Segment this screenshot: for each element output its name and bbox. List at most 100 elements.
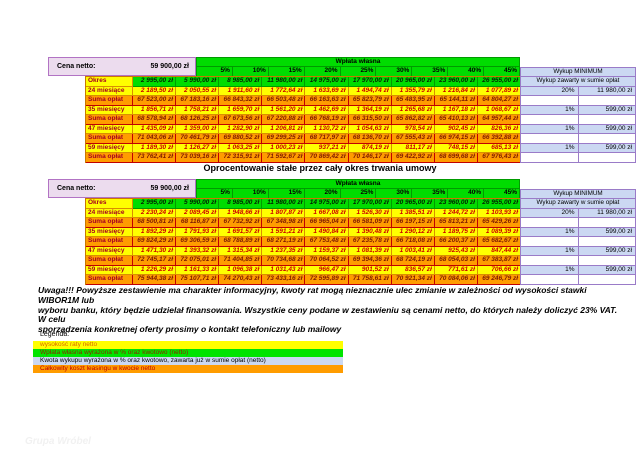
value-cell: 1 393,32 zł [176, 246, 220, 256]
table-row: Suma opłat 68 500,81 zł 68 116,87 zł 67 732… [86, 218, 522, 228]
value-cell: 20 965,00 zł [391, 199, 435, 209]
value-cell: 8 985,00 zł [219, 199, 263, 209]
value-cell: 72 745,17 zł [132, 256, 177, 266]
table-row: Suma opłat 68 578,94 zł 68 126,25 zł 67 673… [86, 115, 522, 125]
percent-header-cell: 40% [448, 66, 485, 77]
value-cell: 1 364,19 zł [348, 105, 392, 115]
value-cell: 68 578,94 zł [132, 115, 177, 125]
value-cell: 65 813,21 zł [434, 218, 478, 228]
value-cell: 65 682,67 zł [477, 237, 522, 247]
value-cell: 2 230,24 zł [132, 208, 177, 218]
cena-netto-value: 59 900,00 zł [150, 185, 189, 192]
row-label: Okres [86, 77, 133, 87]
value-cell: 66 718,08 zł [391, 237, 435, 247]
value-cell: 1 591,21 zł [262, 227, 306, 237]
cena-netto-label: Cena netto: [57, 63, 96, 70]
buyout-row: 1% 599,00 zł [521, 124, 636, 134]
buyout-amount-cell: 11 980,00 zł [578, 208, 636, 218]
value-cell: 1 526,30 zł [348, 208, 392, 218]
value-cell: 1 471,30 zł [132, 246, 177, 256]
percent-header-cell: 25% [340, 188, 377, 199]
row-label: Suma opłat [86, 96, 133, 106]
value-cell: 1 355,79 zł [391, 86, 435, 96]
buyout-percent-cell: 20% [521, 86, 579, 96]
percent-header-cell: 45% [484, 66, 521, 77]
value-cell: 17 970,00 zł [348, 77, 392, 87]
row-label: Suma opłat [86, 218, 133, 228]
buyout-block: Wykup MINIMUM Wykup zawarty w sumie opłat… [520, 188, 636, 285]
row-label: Suma opłat [86, 115, 133, 125]
percent-header-cell: 25% [340, 66, 377, 77]
buyout-percent-cell [521, 275, 579, 285]
value-cell: 1 054,63 zł [348, 124, 392, 134]
value-cell: 64 804,27 zł [477, 96, 522, 106]
value-cell: 68 724,19 zł [391, 256, 435, 266]
value-cell: 70 084,06 zł [434, 275, 478, 285]
buyout-title-row: Wykup MINIMUM [521, 67, 636, 77]
row-label: Okres [86, 199, 133, 209]
value-cell: 748,15 zł [434, 143, 478, 153]
value-cell: 1 031,43 zł [262, 265, 306, 275]
value-cell: 67 235,78 zł [348, 237, 392, 247]
value-cell: 1 189,30 zł [132, 143, 177, 153]
table-row: 24 miesiące 2 230,24 zł 2 089,45 zł 1 948,6… [86, 208, 522, 218]
buyout-percent-cell: 1% [521, 143, 579, 153]
value-cell: 71 404,85 zł [219, 256, 263, 266]
value-cell: 5 990,00 zł [176, 199, 220, 209]
percent-header-cell: 30% [376, 66, 413, 77]
value-cell: 1 237,35 zł [262, 246, 306, 256]
row-label: 47 miesięcy [86, 246, 133, 256]
value-cell: 1 807,87 zł [262, 208, 306, 218]
disclaimer-line: sporządzenia konkretnej oferty prosimy o… [38, 324, 342, 335]
value-cell: 978,54 zł [391, 124, 435, 134]
buyout-subtitle: Wykup zawarty w sumie opłat [521, 77, 636, 87]
value-cell: 1 103,93 zł [477, 208, 522, 218]
buyout-row: 1% 599,00 zł [521, 227, 636, 237]
downpayment-header: Wpłata własna [196, 179, 520, 189]
value-cell: 67 732,92 zł [219, 218, 263, 228]
value-cell: 1 206,81 zł [262, 124, 306, 134]
value-cell: 11 980,00 zł [262, 77, 306, 87]
value-cell: 66 163,63 zł [305, 96, 349, 106]
cena-netto-value: 59 900,00 zł [150, 63, 189, 70]
value-cell: 1 691,57 zł [219, 227, 263, 237]
buyout-percent-cell: 20% [521, 208, 579, 218]
value-cell: 1 561,20 zł [262, 105, 306, 115]
buyout-subtitle: Wykup zawarty w sumie opłat [521, 199, 636, 209]
value-cell: 1 159,37 zł [305, 246, 349, 256]
value-cell: 1 390,48 zł [348, 227, 392, 237]
value-cell: 685,13 zł [477, 143, 522, 153]
buyout-percent-cell: 1% [521, 124, 579, 134]
table-row: Suma opłat 73 762,41 zł 73 039,16 zł 72 315… [86, 153, 522, 163]
percent-header-cell: 10% [232, 66, 269, 77]
value-cell: 1 081,39 zł [348, 246, 392, 256]
value-cell: 69 422,92 zł [391, 153, 435, 163]
value-cell: 65 823,79 zł [348, 96, 392, 106]
value-cell: 2 089,45 zł [176, 208, 220, 218]
value-cell: 847,44 zł [477, 246, 522, 256]
value-cell: 71 758,61 zł [348, 275, 392, 285]
legend-item: wysokość raty netto [33, 341, 343, 349]
buyout-percent-cell [521, 256, 579, 266]
buyout-row: 1% 599,00 zł [521, 105, 636, 115]
value-cell: 874,19 zł [348, 143, 392, 153]
row-label: Suma opłat [86, 237, 133, 247]
value-cell: 68 136,70 zł [348, 134, 392, 144]
value-cell: 1 892,29 zł [132, 227, 177, 237]
value-cell: 2 189,50 zł [132, 86, 177, 96]
value-cell: 65 862,82 zł [391, 115, 435, 125]
buyout-title: Wykup MINIMUM [521, 189, 636, 199]
value-cell: 69 306,59 zł [176, 237, 220, 247]
row-label: 35 miesięcy [86, 105, 133, 115]
value-cell: 966,47 zł [305, 265, 349, 275]
value-cell: 72 595,89 zł [305, 275, 349, 285]
value-cell: 67 555,43 zł [391, 134, 435, 144]
buyout-amount-cell [578, 237, 636, 247]
value-cell: 75 944,38 zł [132, 275, 177, 285]
row-label: 24 miesiące [86, 86, 133, 96]
buyout-percent-cell [521, 96, 579, 106]
buyout-percent-cell [521, 237, 579, 247]
value-cell: 73 762,41 zł [132, 153, 177, 163]
buyout-title: Wykup MINIMUM [521, 67, 636, 77]
buyout-amount-cell [578, 115, 636, 125]
